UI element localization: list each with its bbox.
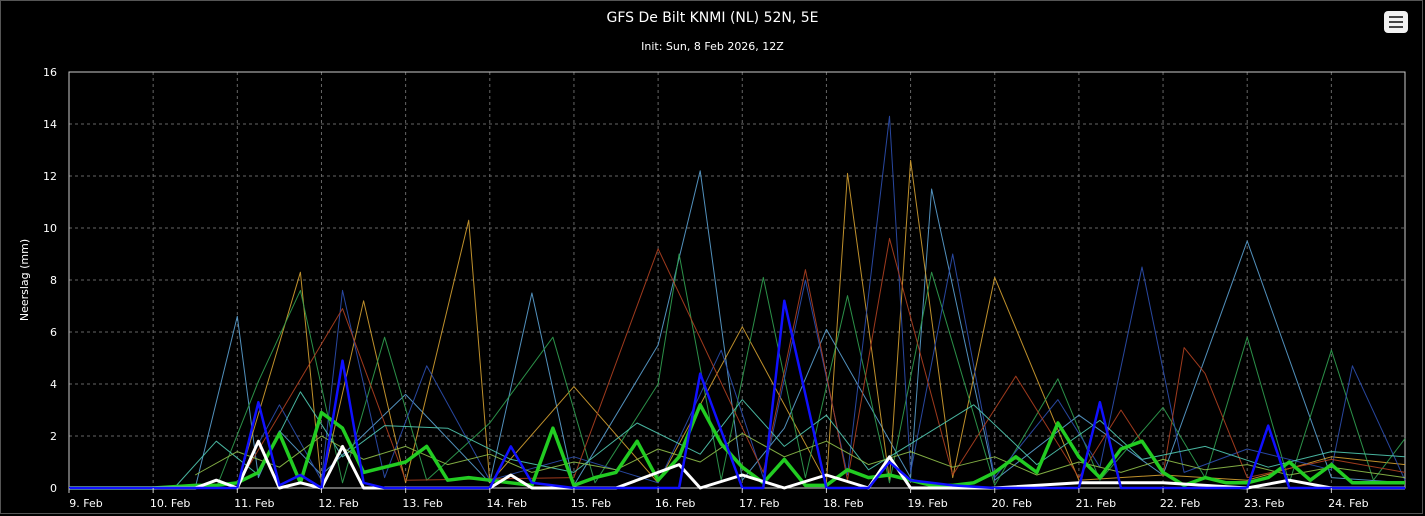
x-tick-label: 23. Feb	[1244, 497, 1284, 510]
x-tick-label: 17. Feb	[739, 497, 779, 510]
x-tick-label: 24. Feb	[1328, 497, 1368, 510]
series-line-member	[215, 253, 1406, 489]
y-axis-label: Neerslag (mm)	[18, 239, 31, 321]
chart-title: GFS De Bilt KNMI (NL) 52N, 5E	[606, 10, 819, 26]
axis-ticks: 0 2 4 6 8 10 12 14 16 9. Feb 10. Feb 11. Feb 12. Feb…	[43, 66, 1369, 510]
series-line-member	[236, 159, 1406, 486]
y-tick-label: 16	[43, 66, 57, 79]
y-tick-label: 10	[43, 222, 57, 235]
series-lines	[69, 115, 1406, 490]
y-tick-label: 8	[50, 274, 57, 287]
x-tick-label: 13. Feb	[402, 497, 442, 510]
chart-subtitle: Init: Sun, 8 Feb 2026, 12Z	[641, 40, 784, 53]
x-tick-label: 15. Feb	[571, 497, 611, 510]
x-tick-label: 9. Feb	[69, 497, 102, 510]
x-tick-label: 10. Feb	[150, 497, 190, 510]
hamburger-menu-icon[interactable]	[1384, 11, 1408, 33]
y-tick-label: 2	[50, 430, 57, 443]
x-tick-label: 20. Feb	[991, 497, 1031, 510]
x-tick-label: 11. Feb	[234, 497, 274, 510]
y-tick-label: 4	[50, 378, 57, 391]
plot-area-border	[68, 71, 1406, 489]
y-tick-label: 0	[50, 482, 57, 495]
x-tick-label: 21. Feb	[1076, 497, 1116, 510]
y-tick-label: 14	[43, 118, 57, 131]
x-tick-label: 16. Feb	[655, 497, 695, 510]
x-tick-label: 14. Feb	[487, 497, 527, 510]
x-tick-label: 22. Feb	[1160, 497, 1200, 510]
x-tick-label: 19. Feb	[907, 497, 947, 510]
x-tick-label: 12. Feb	[318, 497, 358, 510]
series-line-member	[236, 237, 1406, 486]
series-line-member	[236, 115, 1406, 484]
y-tick-label: 6	[50, 326, 57, 339]
series-line-member	[194, 432, 1406, 479]
grid-lines	[68, 72, 1405, 488]
x-tick-label: 18. Feb	[823, 497, 863, 510]
series-line-member	[194, 170, 1406, 489]
y-tick-label: 12	[43, 170, 57, 183]
